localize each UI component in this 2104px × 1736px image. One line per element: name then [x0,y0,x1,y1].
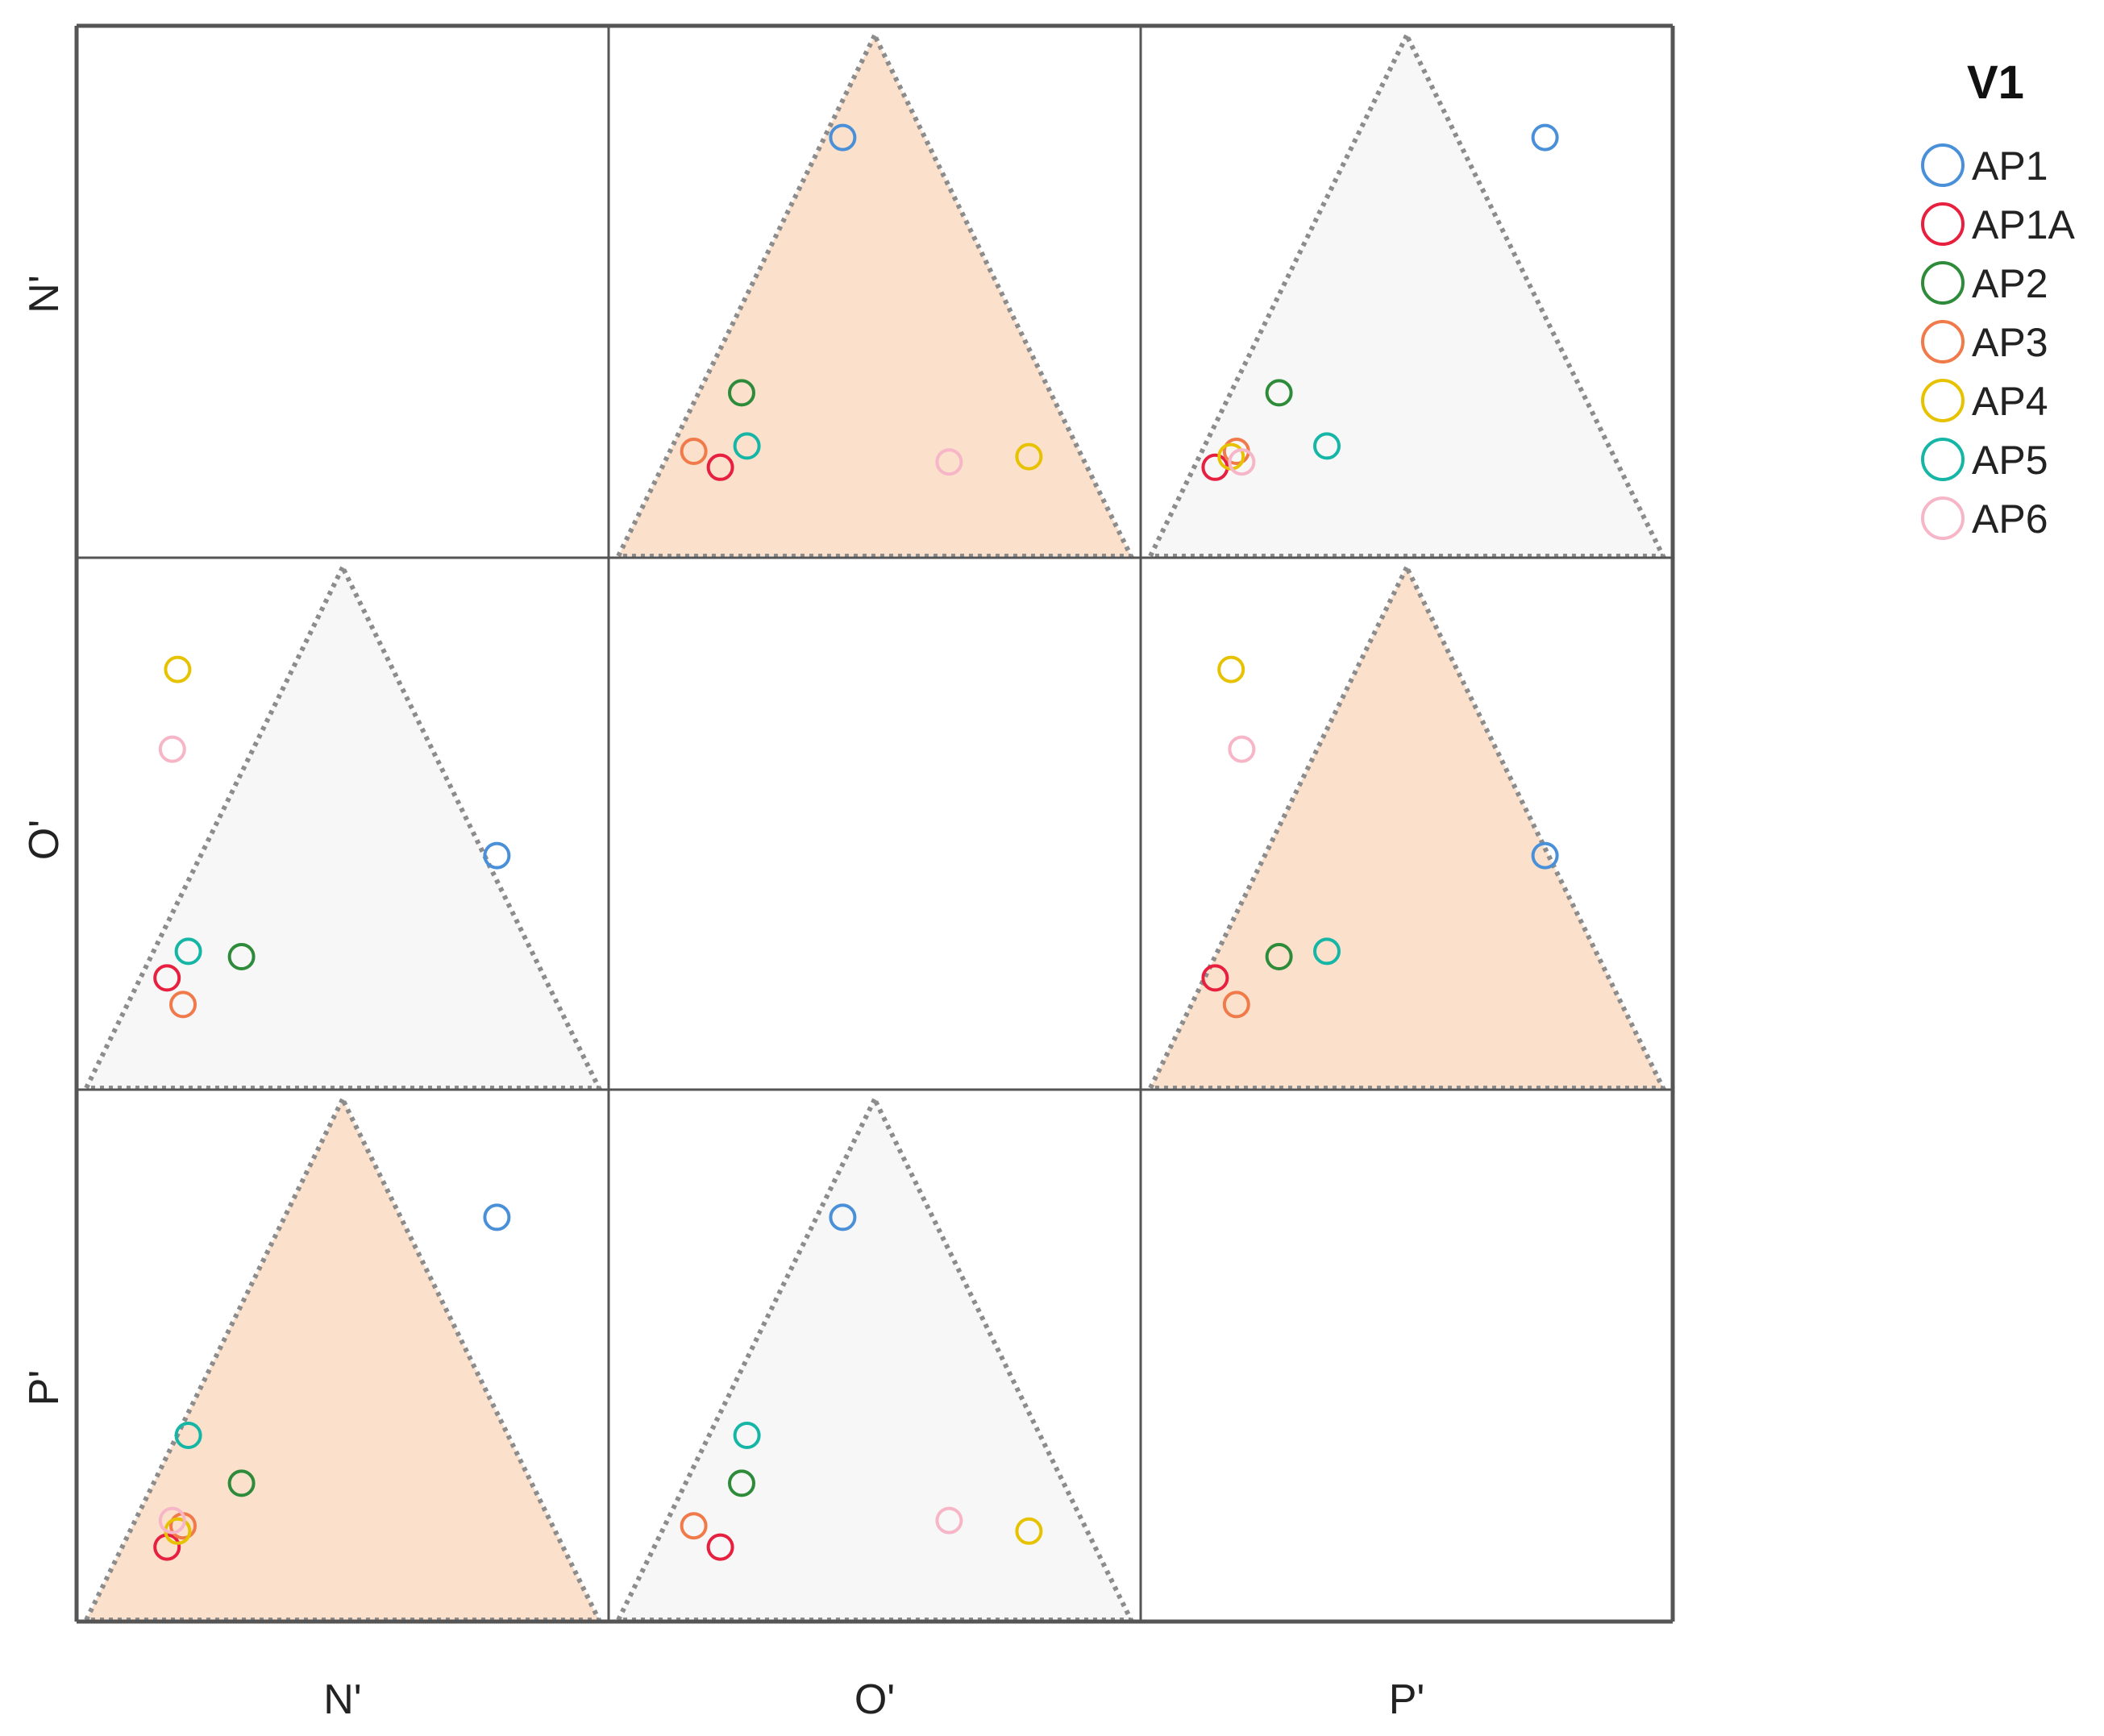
legend-marker-ap2 [1921,261,1965,305]
row-label-2: P' [21,1370,68,1406]
legend: V1 AP1 AP1A AP2 AP3 AP4 AP5 AP6 [1921,56,2076,542]
point-ap1a-1-2 [1201,964,1229,992]
point-ap6-2-1 [935,1506,963,1535]
point-ap6-2-0 [158,1506,186,1535]
point-ap6-0-1 [935,448,963,476]
legend-marker-ap1a [1921,202,1965,246]
legend-title: V1 [1967,56,2024,109]
legend-marker-ap5 [1921,438,1965,481]
legend-marker-ap6 [1921,496,1965,540]
point-ap2-2-0 [227,1469,256,1497]
legend-marker-ap3 [1921,320,1965,363]
column-labels: N' O' P' [323,1676,1424,1723]
point-ap3-1-0 [169,991,197,1019]
point-ap2-1-2 [1265,943,1293,970]
triangle-region-0-2 [1146,30,1667,559]
point-ap3-0-1 [680,438,708,465]
point-ap3-2-1 [680,1512,708,1540]
legend-label-ap1: AP1 [1972,143,2048,189]
point-ap2-1-0 [227,943,256,970]
point-ap1-0-2 [1531,123,1559,152]
point-ap5-2-1 [733,1422,761,1449]
point-ap4-0-1 [1015,442,1043,471]
point-ap5-0-1 [733,432,761,460]
triangle-region-1-0 [82,562,603,1090]
column-label-2: P' [1389,1676,1425,1723]
point-ap1-1-0 [483,841,511,870]
legend-label-ap5: AP5 [1972,438,2048,483]
point-ap4-1-2 [1217,655,1245,683]
point-ap2-0-2 [1265,379,1293,407]
point-ap6-1-0 [158,735,186,763]
row-label-0: N' [21,275,68,313]
legend-label-ap3: AP3 [1972,320,2048,365]
legend-marker-ap4 [1921,379,1965,422]
row-labels: N' O' P' [21,275,68,1406]
point-ap5-1-0 [174,937,202,966]
data-points [153,123,1559,1561]
matrix-grid [74,23,1675,1624]
point-ap4-1-0 [164,655,192,683]
point-ap4-2-1 [1015,1517,1043,1545]
legend-marker-ap1 [1921,143,1965,187]
point-ap6-0-2 [1228,448,1256,476]
point-ap1a-1-0 [153,964,181,992]
triangle-region-1-2 [1146,562,1667,1090]
legend-items: AP1 AP1A AP2 AP3 AP4 AP5 AP6 [1921,143,2076,542]
row-label-1: O' [21,820,68,860]
legend-label-ap2: AP2 [1972,261,2048,306]
point-ap2-2-1 [728,1469,755,1497]
point-ap1-2-1 [829,1203,857,1231]
point-ap5-1-2 [1313,937,1341,966]
point-ap1-1-2 [1531,841,1559,870]
point-ap1a-0-1 [706,453,734,481]
point-ap1a-2-1 [706,1533,734,1561]
triangle-region-0-1 [614,30,1135,559]
column-label-1: O' [854,1676,895,1723]
legend-label-ap1a: AP1A [1972,202,2076,247]
point-ap5-0-2 [1313,432,1341,460]
point-ap2-0-1 [728,379,755,407]
point-ap3-1-2 [1222,991,1250,1019]
point-ap1-2-0 [483,1203,511,1231]
legend-label-ap6: AP6 [1972,496,2048,542]
legend-label-ap4: AP4 [1972,379,2048,424]
point-ap1-0-1 [829,123,857,152]
matrix-cells [77,26,1673,1622]
column-label-0: N' [323,1676,361,1723]
point-ap6-1-2 [1228,735,1256,763]
point-ap5-2-0 [174,1422,202,1449]
